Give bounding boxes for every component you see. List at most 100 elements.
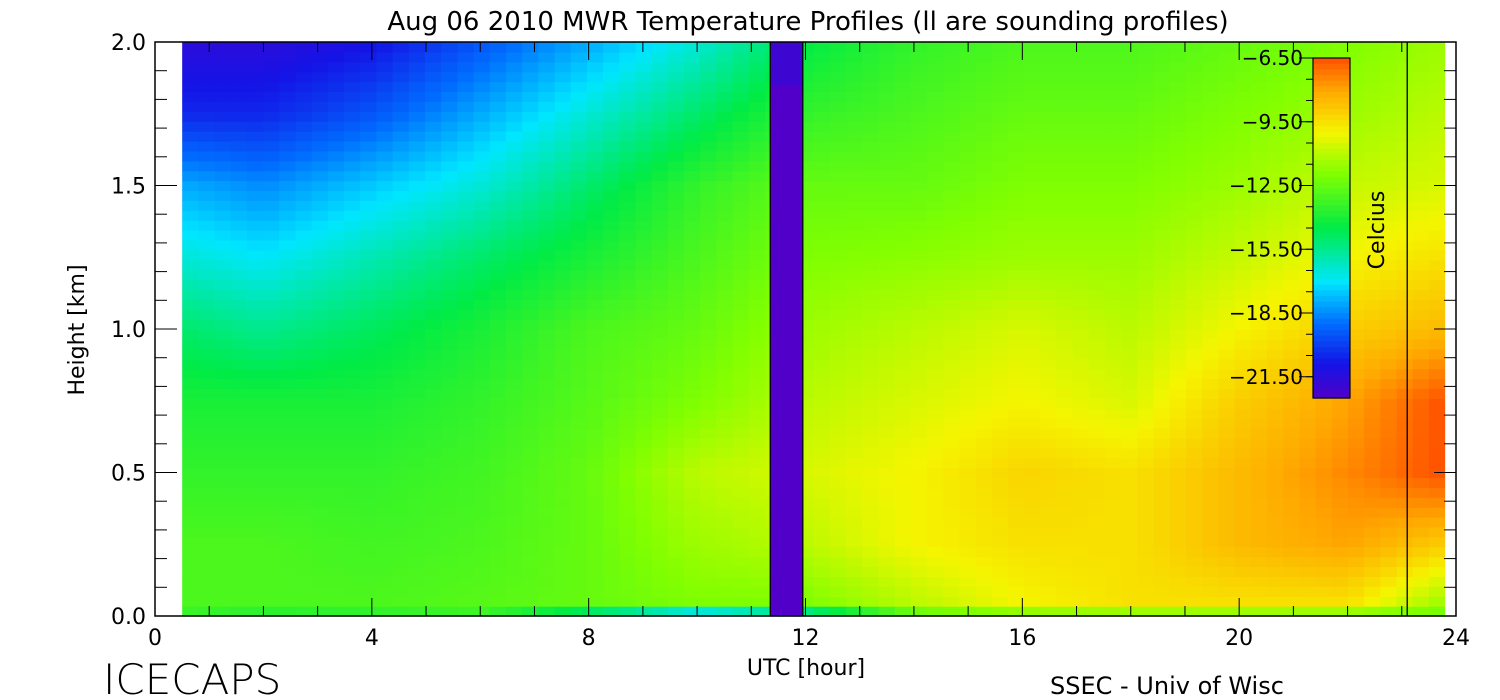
heatmap-cell — [182, 91, 199, 102]
heatmap-cell — [862, 220, 879, 231]
heatmap-cell — [797, 398, 815, 409]
heatmap-cell — [846, 408, 863, 419]
heatmap-cell — [570, 497, 588, 508]
heatmap-cell — [1428, 348, 1446, 360]
heatmap-cell — [376, 388, 394, 399]
heatmap-cell — [441, 457, 458, 469]
heatmap-cell — [295, 131, 313, 142]
heatmap-cell — [862, 398, 879, 409]
heatmap-cell — [1056, 81, 1074, 93]
heatmap-cell — [230, 200, 248, 211]
heatmap-cell — [1412, 111, 1430, 122]
heatmap-cell — [1072, 289, 1090, 300]
heatmap-cell — [441, 398, 458, 409]
heatmap-cell — [910, 249, 928, 261]
heatmap-cell — [603, 467, 620, 479]
heatmap-cell — [538, 526, 556, 538]
heatmap-cell — [1396, 507, 1414, 518]
heatmap-cell — [198, 319, 216, 330]
heatmap-cell — [230, 348, 248, 360]
heatmap-cell — [376, 111, 394, 122]
heatmap-cell — [1105, 497, 1122, 508]
heatmap-cell — [813, 477, 831, 488]
heatmap-cell — [295, 477, 313, 488]
heatmap-cell — [1283, 437, 1301, 449]
heatmap-cell — [813, 447, 831, 459]
heatmap-cell — [716, 101, 734, 112]
heatmap-cell — [441, 497, 458, 508]
heatmap-cell — [1024, 467, 1041, 479]
heatmap-cell — [894, 497, 912, 508]
heatmap-cell — [425, 42, 442, 53]
heatmap-cell — [376, 368, 394, 380]
heatmap-cell — [1169, 309, 1187, 320]
heatmap-cell — [376, 467, 394, 479]
heatmap-cell — [910, 497, 928, 508]
heatmap-cell — [360, 368, 378, 380]
heatmap-cell — [1218, 180, 1236, 192]
heatmap-cell — [684, 269, 701, 281]
heatmap-cell — [279, 368, 297, 380]
heatmap-cell — [1007, 121, 1025, 132]
heatmap-cell — [1088, 526, 1106, 538]
heatmap-cell — [894, 42, 912, 53]
heatmap-cell — [846, 150, 863, 162]
sounding-band-cell — [770, 472, 803, 488]
heatmap-cell — [1088, 576, 1106, 587]
heatmap-cell — [748, 517, 766, 528]
heatmap-cell — [457, 42, 475, 53]
heatmap-cell — [522, 190, 539, 201]
heatmap-cell — [862, 200, 879, 211]
heatmap-cell — [214, 309, 232, 320]
heatmap-cell — [1299, 378, 1317, 389]
heatmap-cell — [1412, 606, 1430, 617]
heatmap-cell — [716, 140, 734, 152]
heatmap-cell — [295, 408, 313, 419]
heatmap-cell — [1040, 348, 1058, 360]
heatmap-cell — [554, 42, 572, 53]
heatmap-cell — [182, 170, 199, 182]
heatmap-cell — [1218, 566, 1236, 578]
heatmap-cell — [635, 487, 653, 498]
heatmap-cell — [991, 220, 1009, 231]
heatmap-cell — [1428, 101, 1446, 112]
heatmap-cell — [279, 81, 297, 93]
heatmap-cell — [392, 131, 410, 142]
heatmap-cell — [975, 121, 993, 132]
heatmap-cell — [926, 497, 944, 508]
heatmap-cell — [522, 467, 539, 479]
heatmap-cell — [327, 180, 345, 192]
heatmap-cell — [1218, 210, 1236, 221]
heatmap-cell — [603, 487, 620, 498]
heatmap-cell — [700, 140, 718, 152]
heatmap-cell — [198, 368, 216, 380]
heatmap-cell — [263, 249, 280, 261]
heatmap-cell — [457, 338, 475, 350]
heatmap-cell — [1299, 408, 1317, 419]
heatmap-cell — [684, 576, 701, 587]
heatmap-cell — [894, 536, 912, 548]
heatmap-cell — [1348, 131, 1365, 142]
heatmap-cell — [797, 546, 815, 558]
heatmap-cell — [457, 279, 475, 291]
heatmap-cell — [700, 566, 718, 578]
heatmap-cell — [619, 220, 637, 231]
heatmap-cell — [327, 111, 345, 122]
heatmap-cell — [1186, 338, 1203, 350]
heatmap-cell — [1396, 249, 1414, 261]
heatmap-cell — [700, 437, 718, 449]
heatmap-cell — [246, 239, 264, 251]
heatmap-cell — [1315, 526, 1333, 538]
heatmap-cell — [1234, 338, 1252, 350]
heatmap-cell — [1121, 358, 1139, 370]
heatmap-cell — [748, 457, 766, 469]
heatmap-cell — [425, 319, 442, 330]
heatmap-cell — [230, 408, 248, 419]
heatmap-cell — [878, 526, 896, 538]
heatmap-cell — [797, 101, 815, 112]
heatmap-cell — [425, 388, 442, 399]
heatmap-cell — [1202, 121, 1220, 132]
heatmap-cell — [910, 338, 928, 350]
heatmap-cell — [344, 269, 361, 281]
heatmap-cell — [1428, 596, 1446, 607]
